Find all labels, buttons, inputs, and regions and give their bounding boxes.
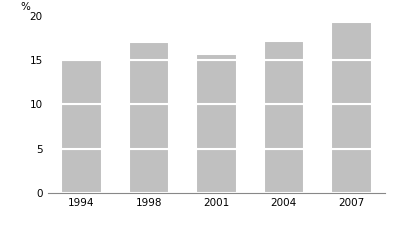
Bar — [129, 60, 169, 104]
Bar — [331, 60, 372, 104]
Bar — [196, 54, 237, 60]
Bar — [264, 104, 304, 149]
Bar — [264, 41, 304, 60]
Bar — [331, 104, 372, 149]
Bar — [129, 149, 169, 193]
Text: %: % — [21, 2, 31, 12]
Bar — [61, 149, 102, 193]
Bar — [331, 22, 372, 60]
Bar — [331, 149, 372, 193]
Bar — [264, 149, 304, 193]
Bar — [129, 104, 169, 149]
Bar — [61, 60, 102, 104]
Bar — [196, 104, 237, 149]
Bar — [61, 104, 102, 149]
Bar — [129, 42, 169, 60]
Bar — [264, 60, 304, 104]
Bar — [196, 149, 237, 193]
Bar — [196, 60, 237, 104]
Bar — [61, 58, 102, 60]
